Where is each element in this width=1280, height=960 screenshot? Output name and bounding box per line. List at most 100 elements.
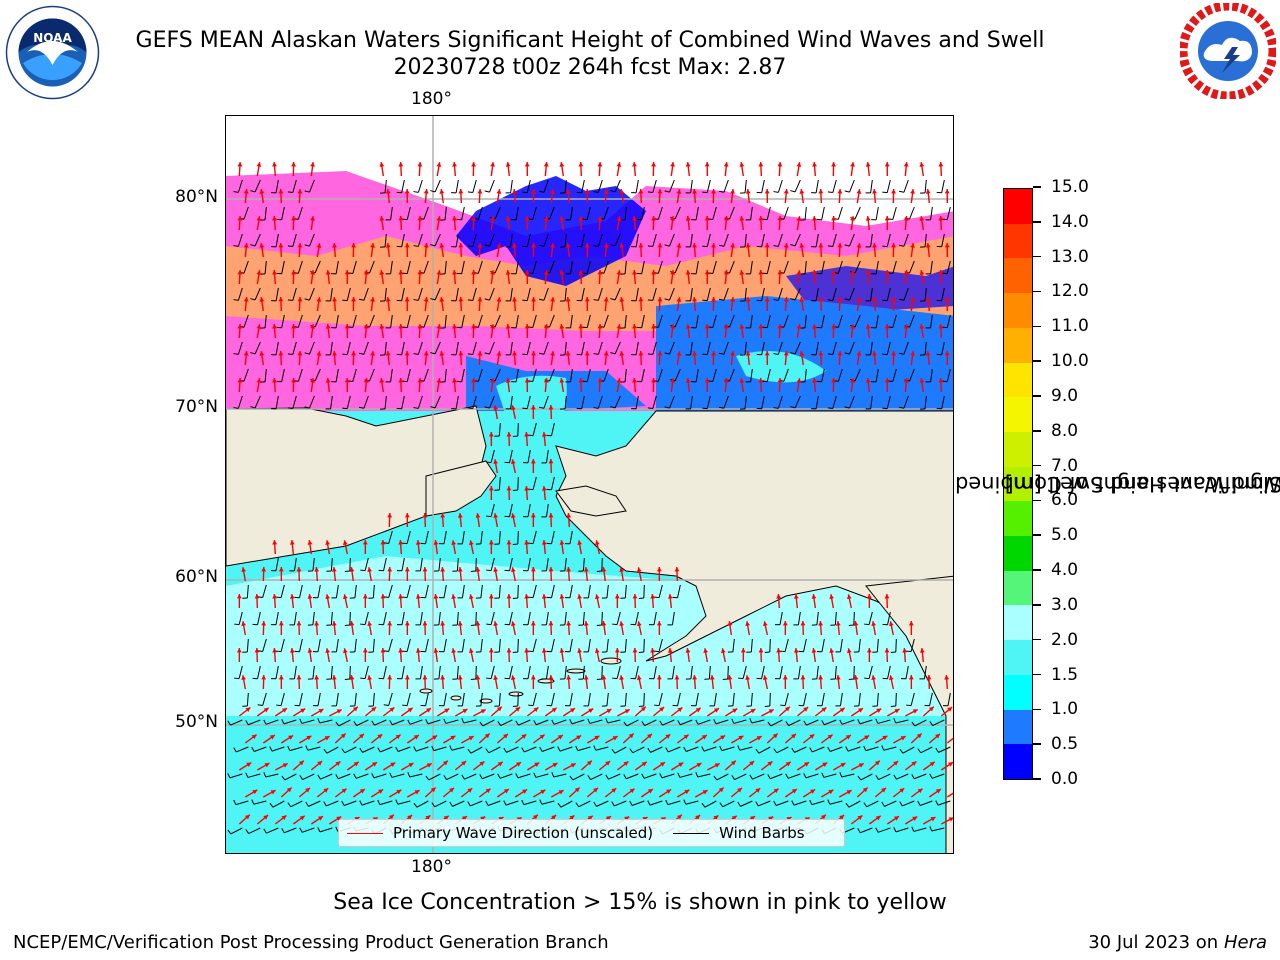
wind-barb xyxy=(635,341,639,355)
wind-barb xyxy=(652,287,657,301)
wave-arrow-head xyxy=(530,513,536,518)
wave-arrow-head xyxy=(471,378,476,383)
wind-barb xyxy=(777,233,783,247)
wind-barb xyxy=(475,665,477,680)
wind-barb-flag xyxy=(875,827,879,833)
wind-barb xyxy=(570,368,573,382)
wind-barb xyxy=(690,665,693,679)
wind-barb xyxy=(723,233,729,247)
wave-arrow-head xyxy=(336,816,342,821)
wind-barb xyxy=(532,692,537,706)
wind-barb-flag xyxy=(647,191,653,194)
wave-arrow-head xyxy=(764,351,770,356)
colorbar-segment xyxy=(1004,570,1032,606)
wind-barb xyxy=(761,665,765,679)
wind-barb xyxy=(433,746,447,752)
wind-barb xyxy=(363,341,369,355)
wind-barb-flag xyxy=(281,775,286,781)
wind-barb xyxy=(505,800,519,806)
wind-barb-flag xyxy=(664,190,670,193)
wind-barb-flag xyxy=(809,799,813,805)
wind-barb xyxy=(569,584,573,598)
wave-arrow-head xyxy=(678,762,684,767)
wind-barb xyxy=(909,314,915,328)
wave-arrow-head xyxy=(632,594,638,599)
wind-barb xyxy=(526,179,531,193)
wave-arrow-head xyxy=(551,707,557,713)
wind-barb-flag xyxy=(731,775,736,780)
wind-barb xyxy=(380,746,393,753)
wind-barb xyxy=(532,638,537,652)
wave-arrow-head xyxy=(865,270,871,275)
wave-arrow-head xyxy=(505,162,511,167)
wave-arrow-head xyxy=(739,216,745,221)
wave-arrow-head xyxy=(379,270,385,275)
wind-barb xyxy=(910,638,915,652)
wind-barb xyxy=(930,314,933,328)
wave-arrow-head xyxy=(259,297,265,302)
wind-barb-flag xyxy=(467,191,473,194)
wave-arrow-head xyxy=(944,675,950,680)
wind-barb-flag xyxy=(755,748,760,754)
wave-arrow-head xyxy=(457,675,463,680)
wave-arrow-head xyxy=(632,270,637,275)
wave-arrow-head xyxy=(837,243,843,248)
wave-arrow-head xyxy=(777,162,783,167)
wave-arrow-head xyxy=(565,189,571,194)
wind-barb-flag xyxy=(383,542,389,544)
wind-barb xyxy=(902,746,915,754)
wind-barb xyxy=(832,179,837,193)
wave-arrow-head xyxy=(278,297,284,302)
wind-barb xyxy=(837,314,843,328)
wind-barb-flag xyxy=(413,746,417,752)
wave-arrow-head xyxy=(458,297,464,302)
wave-arrow-head xyxy=(577,594,583,599)
wind-barb xyxy=(849,233,855,247)
wind-barb xyxy=(597,179,603,193)
wave-arrow-head xyxy=(423,351,429,356)
wind-barb xyxy=(721,746,735,752)
wind-barb xyxy=(498,584,501,599)
wind-barb xyxy=(875,314,879,328)
wind-barb xyxy=(679,773,693,778)
wind-barb-flag xyxy=(893,774,897,780)
wave-arrow-head xyxy=(272,270,277,275)
wind-barb-flag xyxy=(641,721,646,726)
wave-arrow-head xyxy=(603,243,609,248)
wind-barb xyxy=(354,584,357,598)
wind-barb xyxy=(257,611,261,625)
wave-arrow-head xyxy=(278,567,284,572)
wave-arrow-head xyxy=(745,621,751,626)
wave-arrow-head xyxy=(656,567,662,572)
wind-barb xyxy=(509,665,513,679)
wave-arrow-head xyxy=(796,216,802,221)
wave-arrow-head xyxy=(865,378,871,383)
wind-barb xyxy=(853,611,855,626)
wave-arrow-head xyxy=(944,297,950,302)
wind-barb xyxy=(652,179,657,193)
wind-barb xyxy=(571,719,585,725)
wind-barb xyxy=(727,665,729,680)
wind-barb xyxy=(517,638,519,653)
wave-arrow-head xyxy=(389,707,395,713)
wave-arrow-head xyxy=(864,735,870,740)
wave-arrow-head xyxy=(944,189,950,194)
map-panel xyxy=(225,115,954,854)
wave-arrow-head xyxy=(919,648,925,653)
wind-barb xyxy=(924,395,927,409)
wind-barb-flag xyxy=(659,773,663,779)
wind-barb-flag xyxy=(803,773,807,779)
wave-arrow-head xyxy=(636,621,642,627)
wave-arrow-head xyxy=(831,270,836,275)
wind-barb xyxy=(821,638,825,652)
wave-arrow-head xyxy=(791,789,797,794)
wave-arrow-head xyxy=(850,216,855,221)
wind-barb xyxy=(384,341,387,355)
wave-arrow-head xyxy=(856,243,862,248)
wind-barb xyxy=(695,206,699,220)
wave-arrow-head xyxy=(619,351,625,356)
wind-barb xyxy=(254,395,261,409)
wave-arrow-head xyxy=(342,648,348,654)
wind-barb-flag xyxy=(773,800,777,806)
wave-arrow-head xyxy=(278,351,284,356)
